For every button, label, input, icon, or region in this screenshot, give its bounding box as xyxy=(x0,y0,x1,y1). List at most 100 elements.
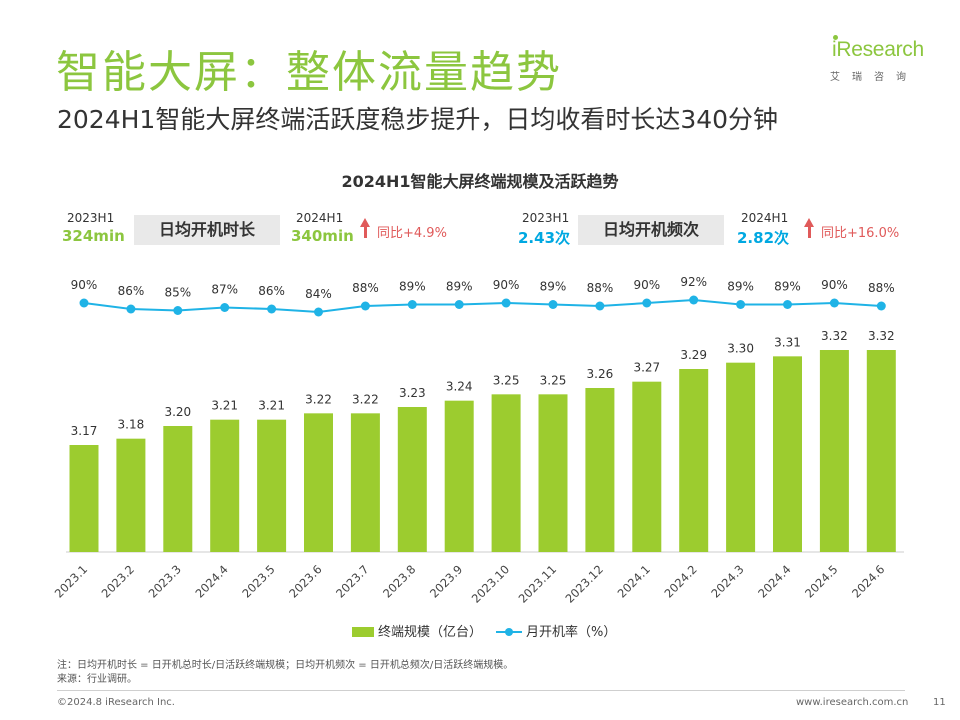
x-tick-label: 2023.9 xyxy=(427,562,465,600)
footnote: 注：日均开机时长 = 日开机总时长/日活跃终端规模；日均开机频次 = 日开机总频… xyxy=(57,659,513,687)
series-line xyxy=(83,298,882,314)
bar xyxy=(632,381,662,552)
page-subtitle: 2024H1智能大屏终端活跃度稳步提升，日均收看时长达340分钟 xyxy=(57,105,779,134)
bar-value-label: 3.18 xyxy=(118,418,145,432)
line-value-label: 90% xyxy=(493,278,520,292)
bar xyxy=(491,394,521,552)
line-value-label: 87% xyxy=(211,283,238,297)
line-value-label: 88% xyxy=(868,281,895,295)
line-point xyxy=(173,306,183,315)
legend-swatch-bar xyxy=(352,627,374,637)
x-tick-label: 2024.2 xyxy=(661,562,699,600)
line-value-label: 86% xyxy=(118,284,145,298)
x-tick-label: 2023.12 xyxy=(562,562,606,606)
line-point xyxy=(314,307,323,317)
bar xyxy=(585,388,615,552)
bar xyxy=(538,394,568,552)
x-tick-label: 2023.2 xyxy=(99,562,137,600)
growth-arrow-icon xyxy=(360,218,370,238)
bar-value-label: 3.29 xyxy=(680,348,707,362)
line-value-label: 89% xyxy=(540,280,567,294)
line-value-label: 85% xyxy=(164,286,191,300)
x-tick-label: 2023.1 xyxy=(52,562,90,600)
copyright: ©2024.8 iResearch Inc. xyxy=(57,697,175,708)
line-value-label: 89% xyxy=(446,280,473,294)
x-tick-label: 2024.5 xyxy=(802,562,840,600)
kpi-duration-curr-year: 2024H1 xyxy=(296,211,344,225)
line-point xyxy=(501,298,511,308)
footnote-definition: 注：日均开机时长 = 日开机总时长/日活跃终端规模；日均开机频次 = 日开机总频… xyxy=(57,660,514,671)
bar xyxy=(819,350,849,552)
bar-value-label: 3.32 xyxy=(821,329,848,343)
legend-label-line: 月开机率（%） xyxy=(526,624,616,640)
x-tick-label: 2023.7 xyxy=(333,562,371,600)
line-point xyxy=(407,300,417,309)
bar-value-label: 3.21 xyxy=(258,399,285,413)
x-tick-label: 2024.6 xyxy=(849,562,887,600)
bar xyxy=(69,445,99,552)
logo-text: iResearch xyxy=(832,38,924,61)
page-title: 智能大屏：整体流量趋势 xyxy=(56,47,562,98)
x-tick-label: 2023.6 xyxy=(286,562,324,600)
kpi-frequency-curr-year: 2024H1 xyxy=(741,211,789,225)
bar-value-label: 3.24 xyxy=(446,380,473,394)
bar-value-label: 3.30 xyxy=(727,342,754,356)
bar xyxy=(304,413,333,552)
line-point xyxy=(736,300,746,309)
legend-label-bar: 终端规模（亿台） xyxy=(378,624,482,640)
bar xyxy=(866,350,896,552)
bar-value-label: 3.17 xyxy=(71,424,98,438)
bar xyxy=(257,419,287,552)
line-value-label: 90% xyxy=(71,278,98,292)
website: www.iresearch.com.cn xyxy=(796,697,909,708)
bar-value-label: 3.25 xyxy=(493,373,520,387)
line-point xyxy=(548,300,558,309)
bar xyxy=(397,407,427,552)
line-value-label: 90% xyxy=(821,278,848,292)
x-tick-label: 2023.8 xyxy=(380,562,418,600)
page-number: 11 xyxy=(933,697,946,708)
line-point xyxy=(829,298,839,308)
x-tick-label: 2024.4 xyxy=(192,562,230,600)
line-value-label: 88% xyxy=(352,281,379,295)
x-tick-label: 2023.3 xyxy=(146,562,184,600)
growth-arrow-icon xyxy=(804,218,814,238)
kpi-duration-growth: 同比+4.9% xyxy=(377,226,447,241)
bar xyxy=(116,438,146,552)
kpi-duration-prev-year: 2023H1 xyxy=(67,211,115,225)
x-tick-label: 2024.3 xyxy=(708,562,746,600)
iresearch-logo: iResearch 艾瑞咨询 xyxy=(820,32,935,92)
line-value-label: 89% xyxy=(727,280,754,294)
line-value-label: 84% xyxy=(305,287,332,301)
bar-value-label: 3.27 xyxy=(633,361,660,375)
bar-value-label: 3.25 xyxy=(540,373,567,387)
line-value-label: 92% xyxy=(680,275,707,289)
bar-value-label: 3.31 xyxy=(774,335,801,349)
bar xyxy=(163,426,193,552)
logo-dot-icon xyxy=(833,35,838,40)
kpi-frequency-prev-value: 2.43次 xyxy=(518,229,571,247)
line-point xyxy=(79,298,89,308)
x-tick-label: 2024.1 xyxy=(615,562,653,600)
line-value-label: 90% xyxy=(633,278,660,292)
line-point xyxy=(360,301,370,311)
bar xyxy=(210,419,240,552)
kpi-duration-label: 日均开机时长 xyxy=(134,215,280,245)
bar xyxy=(773,356,802,552)
x-tick-label: 2024.4 xyxy=(755,562,793,600)
x-tick-label: 2023.11 xyxy=(516,562,560,606)
footer-divider xyxy=(57,690,905,691)
logo-subtext: 艾瑞咨询 xyxy=(830,72,918,83)
line-value-label: 86% xyxy=(258,284,285,298)
bar-value-label: 3.20 xyxy=(164,405,191,419)
line-point xyxy=(876,301,886,311)
bar-value-label: 3.21 xyxy=(211,399,238,413)
bar-value-label: 3.26 xyxy=(587,367,614,381)
x-tick-label: 2023.10 xyxy=(469,562,513,606)
line-point xyxy=(595,301,605,311)
line-point xyxy=(642,298,652,308)
kpi-frequency-curr-value: 2.82次 xyxy=(737,229,790,247)
kpi-frequency-growth: 同比+16.0% xyxy=(821,226,900,241)
line-point xyxy=(220,303,230,312)
